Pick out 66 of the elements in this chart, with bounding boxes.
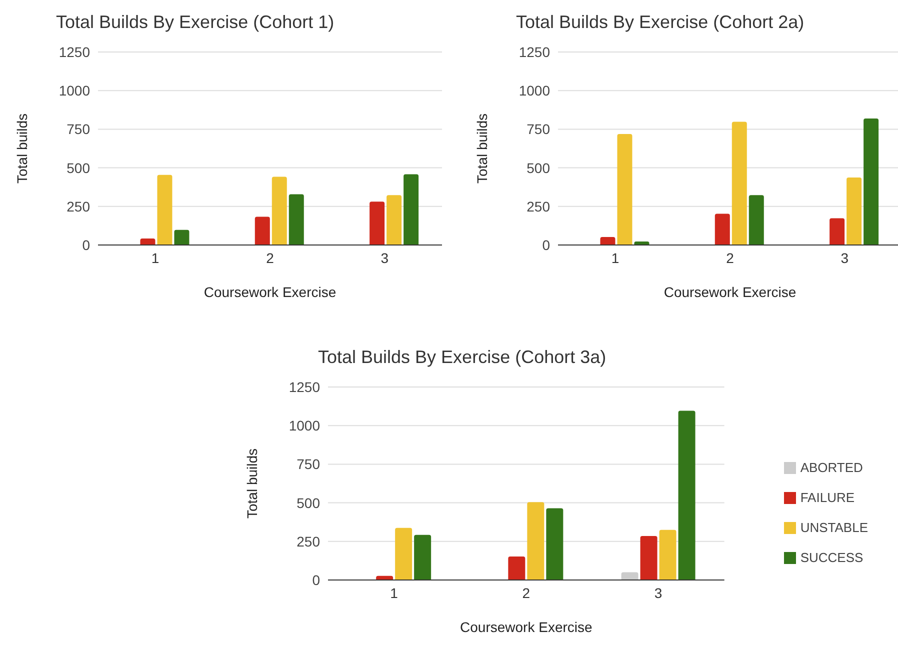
bar	[640, 536, 658, 580]
bar	[600, 236, 616, 245]
x-axis-title: Coursework Exercise	[460, 619, 593, 635]
x-tick-label: 1	[390, 584, 398, 601]
x-tick-label: 3	[380, 250, 389, 266]
x-tick-label: 2	[266, 250, 274, 266]
y-tick-label: 250	[66, 198, 90, 214]
bar	[140, 238, 156, 245]
y-axis-title: Total builds	[244, 448, 260, 519]
bar	[748, 195, 764, 245]
y-axis-title: Total builds	[14, 113, 30, 184]
x-tick-label: 2	[726, 250, 734, 266]
y-tick-label: 1000	[58, 82, 90, 99]
y-tick-label: 0	[542, 236, 550, 253]
legend-label: ABORTED	[800, 460, 863, 474]
x-tick-label: 3	[840, 250, 849, 266]
y-tick-label: 500	[66, 160, 90, 176]
bar	[659, 530, 676, 580]
bar	[508, 556, 526, 580]
bar	[678, 410, 696, 580]
x-axis-title: Coursework Exercise	[204, 284, 336, 300]
y-tick-label: 1250	[518, 44, 550, 60]
bar	[617, 134, 632, 245]
x-tick-label: 1	[611, 250, 620, 266]
y-tick-label: 1250	[288, 378, 320, 395]
bar	[395, 528, 412, 580]
chart-title: Total Builds By Exercise (Cohort 2a)	[516, 12, 804, 33]
y-tick-label: 750	[526, 121, 550, 138]
bar	[714, 214, 730, 245]
y-tick-label: 250	[526, 198, 550, 214]
bar	[404, 174, 419, 245]
x-tick-label: 2	[522, 584, 530, 601]
legend-label: FAILURE	[800, 490, 855, 504]
bar	[546, 508, 564, 580]
bar	[527, 502, 544, 580]
y-tick-label: 1250	[58, 44, 90, 60]
y-tick-label: 500	[296, 494, 320, 511]
bar	[830, 218, 845, 245]
bar	[174, 230, 190, 245]
bar	[288, 194, 304, 245]
bar	[254, 216, 270, 245]
bar	[414, 534, 432, 580]
x-tick-label: 1	[151, 250, 160, 266]
y-tick-label: 750	[296, 456, 320, 472]
legend-label: UNSTABLE	[800, 520, 868, 534]
y-tick-label: 1000	[518, 82, 550, 99]
y-tick-label: 250	[296, 533, 320, 550]
legend-label: SUCCESS	[800, 550, 864, 564]
bar	[157, 174, 172, 245]
bar	[386, 195, 402, 245]
y-axis-title: Total builds	[474, 113, 490, 184]
y-tick-label: 750	[66, 121, 90, 138]
y-tick-label: 1000	[288, 418, 320, 434]
bar	[864, 118, 879, 245]
bar	[272, 176, 287, 245]
bar	[621, 572, 638, 580]
x-tick-label: 3	[654, 584, 662, 601]
bar	[370, 202, 385, 245]
bar	[846, 178, 862, 245]
chart-title: Total Builds By Exercise (Cohort 3a)	[318, 347, 606, 368]
chart-title: Total Builds By Exercise (Cohort 1)	[56, 12, 334, 33]
bar	[732, 122, 747, 245]
y-tick-label: 0	[82, 236, 90, 253]
x-axis-title: Coursework Exercise	[664, 284, 796, 300]
y-tick-label: 500	[526, 160, 550, 176]
y-tick-label: 0	[312, 572, 320, 588]
